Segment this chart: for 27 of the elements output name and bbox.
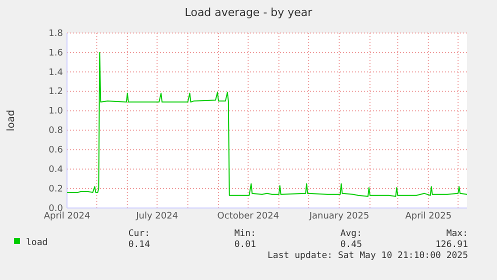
text: Last update: Sat May 10 21:10:00 2025 <box>268 251 468 261</box>
legend-label: load <box>26 238 48 248</box>
x-tick-label: October 2024 <box>217 211 280 222</box>
y-tick-label: 1.2 <box>48 87 63 98</box>
y-tick-label: 1.4 <box>48 68 64 78</box>
x-tick-label: July 2024 <box>135 211 178 222</box>
text: Avg: <box>340 229 362 239</box>
x-tick-label: January 2025 <box>308 211 370 222</box>
text: 0.14 <box>128 240 150 250</box>
y-axis-title: load <box>6 110 17 132</box>
chart-title: Load average - by year <box>184 6 313 19</box>
y-tick-label: 1.8 <box>48 28 64 39</box>
line-series <box>66 52 468 197</box>
text: 0.01 <box>234 240 256 250</box>
y-tick-label: 0.2 <box>48 184 63 194</box>
x-tick-label: April 2024 <box>44 211 90 222</box>
y-tick-label: 0.4 <box>48 164 64 175</box>
y-tick-label: 0.6 <box>48 146 64 156</box>
text: 0.45 <box>340 240 362 250</box>
text: Max: <box>446 229 468 239</box>
text: 126.91 <box>435 240 468 250</box>
text: Min: <box>234 229 256 239</box>
y-tick-label: 1.0 <box>48 106 64 117</box>
y-tick-label: 1.6 <box>48 48 64 58</box>
y-tick-label: 0.8 <box>48 126 64 136</box>
text: Cur: <box>128 229 150 239</box>
x-tick-label: April 2025 <box>405 211 452 222</box>
